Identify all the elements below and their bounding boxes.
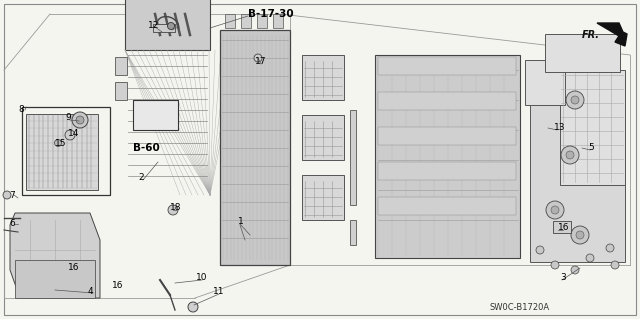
Text: SW0C-B1720A: SW0C-B1720A: [490, 303, 550, 313]
Bar: [22, 107, 110, 195]
Bar: [125, 0, 210, 50]
Circle shape: [571, 226, 589, 244]
Bar: [378, 57, 516, 75]
Text: 12: 12: [148, 20, 159, 29]
Bar: [225, 14, 235, 28]
Circle shape: [536, 246, 544, 254]
Bar: [273, 14, 283, 28]
Polygon shape: [15, 260, 95, 298]
Text: 6: 6: [9, 219, 15, 228]
Bar: [378, 127, 516, 145]
Text: 7: 7: [9, 190, 15, 199]
Circle shape: [65, 130, 75, 140]
Bar: [553, 221, 571, 233]
Polygon shape: [560, 70, 625, 185]
Bar: [350, 110, 356, 205]
Text: FR.: FR.: [582, 30, 600, 40]
Bar: [302, 55, 344, 100]
Circle shape: [72, 112, 88, 128]
Circle shape: [566, 91, 584, 109]
Polygon shape: [10, 213, 100, 298]
Text: 5: 5: [588, 144, 594, 152]
Circle shape: [571, 96, 579, 104]
Bar: [302, 115, 344, 160]
Circle shape: [606, 244, 614, 252]
Bar: [525, 60, 565, 105]
Bar: [115, 82, 127, 100]
Text: 1: 1: [238, 218, 244, 226]
Polygon shape: [530, 85, 625, 262]
Bar: [115, 57, 127, 75]
Circle shape: [3, 191, 11, 199]
Circle shape: [566, 151, 574, 159]
Bar: [241, 14, 251, 28]
Text: 17: 17: [255, 57, 266, 66]
Text: 11: 11: [213, 287, 225, 296]
Circle shape: [571, 266, 579, 274]
Bar: [378, 92, 516, 110]
Circle shape: [76, 116, 84, 124]
Bar: [378, 197, 516, 215]
Circle shape: [561, 146, 579, 164]
Bar: [133, 100, 178, 130]
Circle shape: [611, 261, 619, 269]
Text: 10: 10: [196, 273, 207, 283]
Text: 2: 2: [138, 174, 143, 182]
Bar: [545, 34, 620, 72]
Bar: [26, 114, 98, 190]
Bar: [350, 220, 356, 245]
Text: 16: 16: [558, 224, 570, 233]
Circle shape: [54, 139, 61, 146]
Bar: [153, 24, 175, 32]
Text: 9: 9: [65, 114, 71, 122]
Bar: [257, 14, 267, 28]
Circle shape: [586, 254, 594, 262]
Circle shape: [551, 261, 559, 269]
Circle shape: [551, 206, 559, 214]
Text: 16: 16: [112, 281, 124, 291]
Circle shape: [576, 231, 584, 239]
Circle shape: [188, 302, 198, 312]
Bar: [302, 175, 344, 220]
Circle shape: [254, 54, 262, 62]
Circle shape: [546, 201, 564, 219]
Circle shape: [168, 205, 178, 215]
Text: B-17-30: B-17-30: [248, 9, 294, 19]
Polygon shape: [597, 23, 627, 46]
Circle shape: [168, 23, 175, 29]
Text: 15: 15: [55, 138, 67, 147]
Text: 4: 4: [88, 286, 93, 295]
Text: 14: 14: [68, 129, 79, 137]
Text: 3: 3: [560, 273, 566, 283]
Bar: [378, 162, 516, 180]
Text: 13: 13: [554, 123, 566, 132]
Text: B-60: B-60: [133, 143, 160, 153]
Text: 16: 16: [68, 263, 79, 272]
Text: 8: 8: [18, 106, 24, 115]
Polygon shape: [375, 55, 520, 258]
Polygon shape: [220, 30, 290, 265]
Text: 18: 18: [170, 204, 182, 212]
